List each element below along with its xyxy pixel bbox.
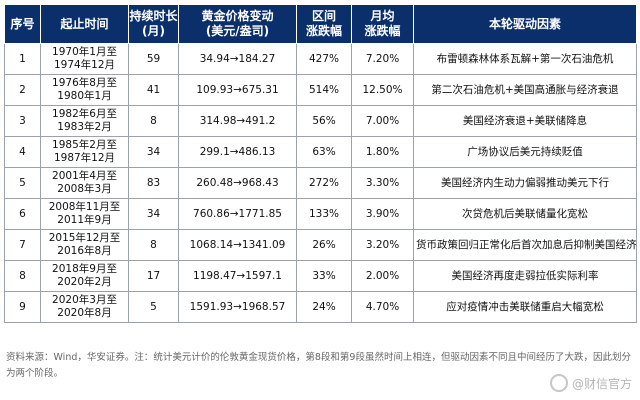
- cell-monthly-change: 7.20%: [351, 43, 414, 75]
- cell-months: 5: [128, 291, 179, 323]
- cell-monthly-change: 3.90%: [351, 198, 414, 230]
- cell-no: 4: [4, 136, 41, 168]
- cell-no: 8: [4, 260, 41, 292]
- cell-monthly-change: 2.00%: [351, 260, 414, 292]
- cell-monthly-change: 7.00%: [351, 105, 414, 137]
- cell-period: 2001年4月至 2008年3月: [40, 167, 129, 199]
- table-row: 2 1976年8月至 1980年1月 41 109.93→675.31 514% 12.5…: [4, 74, 637, 106]
- cell-driver: 广场协议后美元持续贬值: [413, 136, 637, 168]
- table-row: 8 2018年9月至 2020年2月 17 1198.47→1597.1 33% 2.00…: [4, 260, 637, 292]
- cell-driver: 布雷顿森林体系瓦解+第一次石油危机: [413, 43, 637, 75]
- watermark: @财信官方: [549, 374, 632, 392]
- cell-months: 17: [128, 260, 179, 292]
- cell-driver: 美国经济再度走弱拉低实际利率: [413, 260, 637, 292]
- cell-price: 34.94→184.27: [178, 43, 297, 75]
- cell-range-change: 133%: [296, 198, 352, 230]
- cell-months: 34: [128, 136, 179, 168]
- cell-no: 2: [4, 74, 41, 106]
- cell-months: 8: [128, 105, 179, 137]
- cell-no: 1: [4, 43, 41, 75]
- cell-period: 2020年3月至 2020年8月: [40, 291, 129, 323]
- cell-period: 1982年6月至 1983年2月: [40, 105, 129, 137]
- table-header-row: 序号 起止时间 持续时长 (月) 黄金价格变动 (美元/盎司) 区间 涨跌幅 月…: [4, 4, 637, 44]
- cell-no: 7: [4, 229, 41, 261]
- cell-period: 1976年8月至 1980年1月: [40, 74, 129, 106]
- cell-driver: 应对疫情冲击美联储重启大幅宽松: [413, 291, 637, 323]
- cell-monthly-change: 3.30%: [351, 167, 414, 199]
- cell-price: 760.86→1771.85: [178, 198, 297, 230]
- cell-period: 2018年9月至 2020年2月: [40, 260, 129, 292]
- cell-range-change: 514%: [296, 74, 352, 106]
- cell-period: 2015年12月至 2016年8月: [40, 229, 129, 261]
- cell-price: 1591.93→1968.57: [178, 291, 297, 323]
- weibo-logo-icon: [549, 374, 568, 392]
- cell-monthly-change: 4.70%: [351, 291, 414, 323]
- table-row: 9 2020年3月至 2020年8月 5 1591.93→1968.57 24% 4.70…: [4, 291, 637, 323]
- cell-period: 1970年1月至 1974年12月: [40, 43, 129, 75]
- source-note: 资料来源：Wind，华安证券。注：统计美元计价的伦敦黄金现货价格，第8段和第9段…: [6, 352, 631, 379]
- table-row: 1 1970年1月至 1974年12月 59 34.94→184.27 427% 7.20…: [4, 43, 637, 75]
- cell-months: 83: [128, 167, 179, 199]
- cell-monthly-change: 1.80%: [351, 136, 414, 168]
- cell-monthly-change: 12.50%: [351, 74, 414, 106]
- cell-driver: 第二次石油危机+美国高通胀与经济衰退: [413, 74, 637, 106]
- cell-no: 3: [4, 105, 41, 137]
- cell-price: 260.48→968.43: [178, 167, 297, 199]
- header-monthly-change: 月均 涨跌幅: [351, 4, 414, 44]
- cell-no: 5: [4, 167, 41, 199]
- cell-range-change: 272%: [296, 167, 352, 199]
- cell-range-change: 427%: [296, 43, 352, 75]
- cell-driver: 美国经济衰退+美联储降息: [413, 105, 637, 137]
- cell-no: 6: [4, 198, 41, 230]
- cell-price: 314.98→491.2: [178, 105, 297, 137]
- cell-price: 299.1→486.13: [178, 136, 297, 168]
- header-range-change: 区间 涨跌幅: [296, 4, 352, 44]
- header-months: 持续时长 (月): [128, 4, 179, 44]
- table-row: 3 1982年6月至 1983年2月 8 314.98→491.2 56% 7.00% 美国…: [4, 105, 637, 137]
- table-row: 4 1985年2月至 1987年12月 34 299.1→486.13 63% 1.80%…: [4, 136, 637, 168]
- gold-rally-table: 序号 起止时间 持续时长 (月) 黄金价格变动 (美元/盎司) 区间 涨跌幅 月…: [4, 4, 637, 323]
- header-no: 序号: [4, 4, 41, 44]
- cell-monthly-change: 3.20%: [351, 229, 414, 261]
- table-row: 6 2008年11月至 2011年9月 34 760.86→1771.85 133% 3.…: [4, 198, 637, 230]
- cell-driver: 货币政策回归正常化后首次加息后抑制美国经济: [413, 229, 637, 261]
- table-row: 5 2001年4月至 2008年3月 83 260.48→968.43 272% 3.30…: [4, 167, 637, 199]
- header-driver: 本轮驱动因素: [413, 4, 637, 44]
- cell-price: 1068.14→1341.09: [178, 229, 297, 261]
- cell-price: 109.93→675.31: [178, 74, 297, 106]
- table-row: 7 2015年12月至 2016年8月 8 1068.14→1341.09 26% 3.2…: [4, 229, 637, 261]
- cell-period: 2008年11月至 2011年9月: [40, 198, 129, 230]
- cell-no: 9: [4, 291, 41, 323]
- header-period: 起止时间: [40, 4, 129, 44]
- cell-range-change: 26%: [296, 229, 352, 261]
- cell-driver: 美国经济内生动力偏弱推动美元下行: [413, 167, 637, 199]
- cell-months: 41: [128, 74, 179, 106]
- cell-range-change: 56%: [296, 105, 352, 137]
- cell-driver: 次贷危机后美联储量化宽松: [413, 198, 637, 230]
- cell-range-change: 63%: [296, 136, 352, 168]
- cell-months: 59: [128, 43, 179, 75]
- cell-range-change: 33%: [296, 260, 352, 292]
- cell-price: 1198.47→1597.1: [178, 260, 297, 292]
- cell-period: 1985年2月至 1987年12月: [40, 136, 129, 168]
- watermark-text: @财信官方: [571, 376, 632, 391]
- header-price: 黄金价格变动 (美元/盎司): [178, 4, 297, 44]
- cell-range-change: 24%: [296, 291, 352, 323]
- cell-months: 34: [128, 198, 179, 230]
- cell-months: 8: [128, 229, 179, 261]
